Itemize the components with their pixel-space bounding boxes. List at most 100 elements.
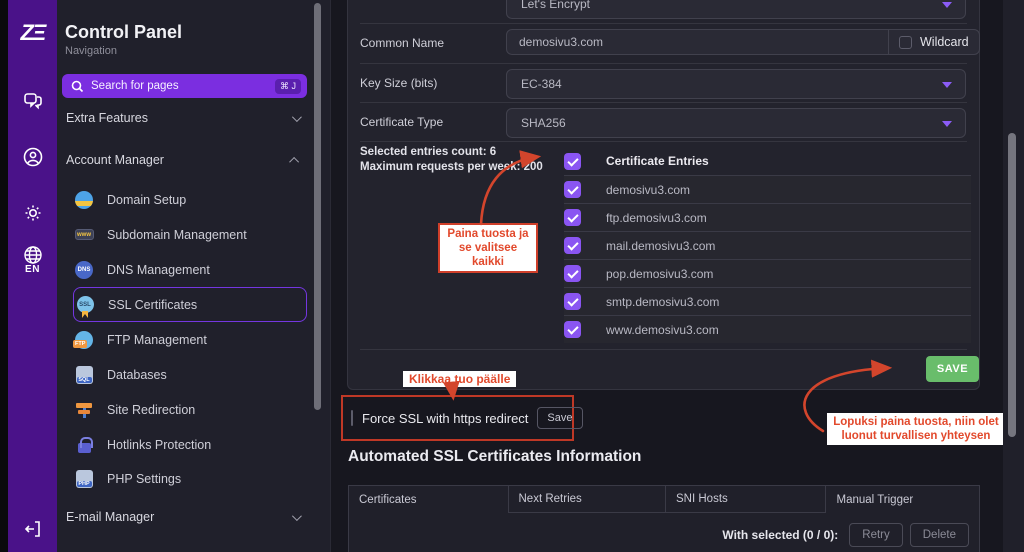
page-scrollbar-thumb[interactable]: [1008, 133, 1016, 437]
sidebar-item-subdomain-management[interactable]: www Subdomain Management: [74, 217, 306, 252]
entry-checkbox[interactable]: [564, 181, 581, 198]
entry-label: pop.demosivu3.com: [606, 266, 714, 281]
entry-checkbox[interactable]: [564, 265, 581, 282]
chevron-up-icon: [289, 156, 300, 167]
section-label: E-mail Manager: [66, 510, 155, 524]
column-certificates: Certificates: [349, 486, 509, 513]
sidebar-item-hotlinks-protection[interactable]: Hotlinks Protection: [74, 427, 306, 462]
ftp-folder-icon: FTP: [73, 330, 94, 350]
max-requests-line: Maximum requests per week: 200: [360, 161, 543, 173]
chevron-down-icon: [291, 111, 302, 122]
divider: [360, 141, 967, 142]
certificate-entry-row: ftp.demosivu3.com: [564, 203, 971, 231]
save-button[interactable]: SAVE: [926, 356, 979, 382]
search-placeholder: Search for pages: [91, 80, 179, 92]
divider: [360, 63, 967, 64]
sidebar-item-label: Domain Setup: [107, 192, 187, 207]
section-account-manager[interactable]: Account Manager: [62, 148, 307, 172]
chevron-down-icon: [942, 82, 952, 88]
wildcard-checkbox[interactable]: [899, 35, 912, 49]
divider: [360, 23, 967, 24]
sidebar-item-dns-management[interactable]: DNS DNS Management: [74, 252, 306, 287]
brand-logo[interactable]: ZΞ: [20, 20, 47, 45]
sidebar-item-php-settings[interactable]: PHP PHP Settings: [74, 461, 306, 496]
delete-button[interactable]: Delete: [909, 523, 969, 547]
entry-label: demosivu3.com: [606, 182, 691, 197]
sidebar-item-label: SSL Certificates: [108, 297, 198, 312]
sidebar-item-site-redirection[interactable]: Site Redirection: [74, 392, 306, 427]
entry-checkbox[interactable]: [564, 321, 581, 338]
app-rail: ZΞ: [8, 0, 57, 552]
provider-select[interactable]: Let's Encrypt: [506, 0, 966, 19]
chevron-down-icon: [291, 510, 302, 521]
wildcard-label: Wildcard: [920, 35, 969, 49]
padlock-icon: [74, 435, 94, 455]
entry-label: mail.demosivu3.com: [606, 238, 716, 253]
key-size-select[interactable]: EC-384: [506, 69, 966, 99]
entry-checkbox[interactable]: [564, 237, 581, 254]
chevron-down-icon: [942, 2, 952, 8]
common-name-input[interactable]: [506, 29, 889, 55]
force-ssl-checkbox[interactable]: [351, 410, 353, 426]
certificate-entries-header: Certificate Entries: [606, 154, 709, 168]
divider: [360, 102, 967, 103]
php-icon: PHP: [74, 469, 94, 489]
sidebar-item-label: Hotlinks Protection: [107, 437, 212, 452]
ssl-badge-icon: SSL: [75, 295, 95, 318]
section-label: Account Manager: [66, 153, 164, 167]
auto-ssl-table: Certificates Next Retries SNI Hosts Manu…: [348, 485, 980, 552]
selected-count-line: Selected entries count: 6: [360, 146, 497, 158]
certificate-entry-row: www.demosivu3.com: [564, 315, 971, 343]
sidebar-item-databases[interactable]: SQL Databases: [74, 357, 306, 392]
page-subtitle: Navigation: [65, 45, 117, 57]
section-extra-features[interactable]: Extra Features: [62, 106, 307, 130]
wildcard-toggle[interactable]: Wildcard: [888, 29, 980, 55]
chevron-down-icon: [942, 121, 952, 127]
search-input[interactable]: Search for pages ⌘ J: [62, 74, 307, 98]
language-label[interactable]: EN: [25, 264, 40, 275]
certificate-type-select[interactable]: SHA256: [506, 108, 966, 138]
certificate-entries-header-row: Certificate Entries: [564, 147, 971, 175]
force-ssl-save-button[interactable]: Save: [537, 407, 583, 429]
user-icon[interactable]: [8, 146, 57, 168]
entry-counts: Selected entries count: 6 Maximum reques…: [360, 145, 543, 175]
auto-ssl-title: Automated SSL Certificates Information: [348, 448, 642, 465]
sidebar-item-label: PHP Settings: [107, 471, 182, 486]
retry-button[interactable]: Retry: [849, 523, 903, 547]
sidebar-item-ssl-certificates[interactable]: SSL SSL Certificates: [73, 287, 307, 322]
entry-checkbox[interactable]: [564, 293, 581, 310]
sql-database-icon: SQL: [74, 365, 94, 385]
ssl-form-card: Let's Encrypt Common Name Wildcard Key S…: [347, 0, 980, 390]
sidebar-item-domain-setup[interactable]: Domain Setup: [74, 182, 306, 217]
chat-icon[interactable]: [8, 90, 57, 112]
key-size-label: Key Size (bits): [360, 76, 438, 90]
certificate-entry-row: smtp.demosivu3.com: [564, 287, 971, 315]
sidebar-item-ftp-management[interactable]: FTP FTP Management: [73, 322, 306, 357]
domain-globe-icon: [74, 190, 94, 210]
gear-icon[interactable]: [8, 202, 57, 224]
page-title: Control Panel: [65, 22, 183, 42]
search-icon: [71, 80, 84, 92]
sidebar-item-label: FTP Management: [107, 332, 207, 347]
certificate-type-label: Certificate Type: [360, 115, 444, 129]
sidebar-item-label: DNS Management: [107, 262, 210, 277]
sidebar-scrollbar-thumb[interactable]: [314, 3, 321, 410]
sidebar-item-label: Databases: [107, 367, 167, 382]
entry-label: ftp.demosivu3.com: [606, 210, 707, 225]
certificate-entry-row: mail.demosivu3.com: [564, 231, 971, 259]
sidebar-item-label: Site Redirection: [107, 402, 196, 417]
select-all-checkbox[interactable]: [564, 152, 581, 170]
force-ssl-annotation-box: Force SSL with https redirect Save: [341, 395, 583, 441]
entry-checkbox[interactable]: [564, 209, 581, 226]
column-sni-hosts: SNI Hosts: [666, 486, 827, 513]
search-shortcut-badge: ⌘ J: [274, 78, 301, 94]
window-edge: [0, 0, 8, 552]
sidebar-item-label: Subdomain Management: [107, 227, 247, 242]
section-email-manager[interactable]: E-mail Manager: [62, 505, 307, 529]
logout-icon[interactable]: [8, 518, 57, 540]
annotation-finally: Lopuksi paina tuosta, niin olet luonut t…: [827, 413, 1005, 445]
with-selected-label: With selected (0 / 0):: [722, 528, 839, 542]
globe-icon[interactable]: [8, 244, 57, 266]
provider-value: Let's Encrypt: [521, 0, 590, 11]
